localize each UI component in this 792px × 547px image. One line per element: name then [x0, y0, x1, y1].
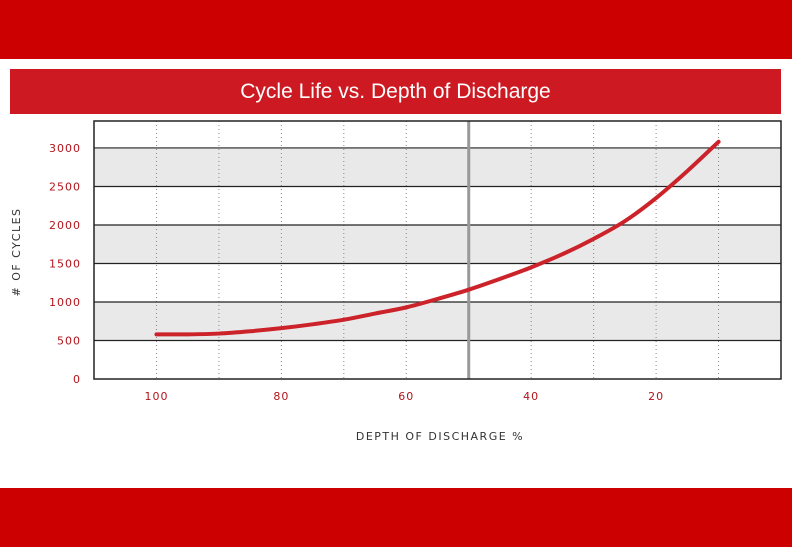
- y-tick-label: 1500: [49, 257, 81, 270]
- bottom-red-band: [0, 488, 792, 547]
- x-tick-label: 20: [648, 390, 664, 403]
- y-tick-label: 500: [57, 334, 81, 347]
- x-tick-label: 60: [398, 390, 414, 403]
- x-tick-label: 40: [523, 390, 539, 403]
- plot-frame: [93, 120, 782, 380]
- y-axis-label: # OF CYCLES: [10, 207, 23, 296]
- y-tick-label: 0: [73, 373, 81, 386]
- grid-band: [94, 224, 781, 264]
- chart-title: Cycle Life vs. Depth of Discharge: [240, 79, 551, 103]
- x-axis-label: DEPTH OF DISCHARGE %: [356, 430, 524, 443]
- top-red-band: [0, 0, 792, 59]
- grid-band: [94, 147, 781, 187]
- y-tick-label: 2500: [49, 180, 81, 193]
- x-tick-label: 80: [273, 390, 289, 403]
- y-tick-label: 3000: [49, 142, 81, 155]
- series-line: [154, 139, 721, 337]
- x-tick-label: 100: [144, 390, 168, 403]
- chart-title-bar: Cycle Life vs. Depth of Discharge: [10, 69, 781, 114]
- y-tick-label: 2000: [49, 219, 81, 232]
- y-tick-label: 1000: [49, 296, 81, 309]
